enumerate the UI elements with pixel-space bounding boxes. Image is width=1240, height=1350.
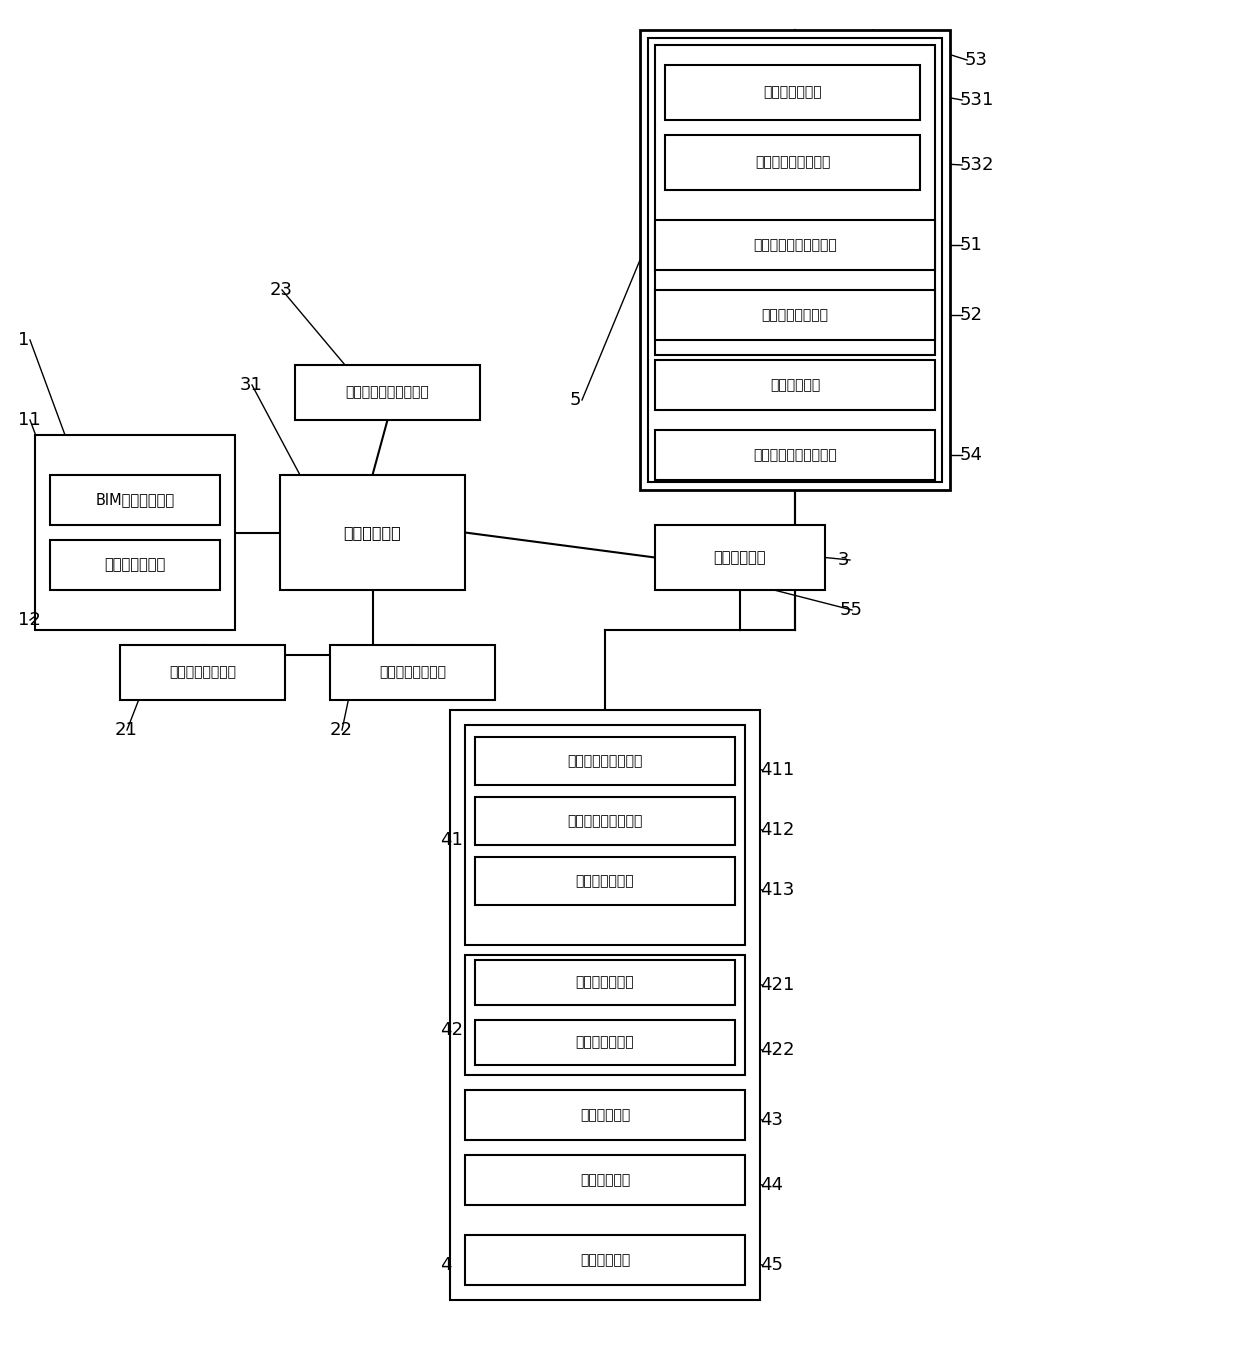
- Text: 412: 412: [760, 821, 795, 838]
- Text: 虚拟场景子模块: 虚拟场景子模块: [763, 85, 822, 100]
- Text: 拼装信息显示模块: 拼装信息显示模块: [761, 308, 828, 323]
- Text: 23: 23: [270, 281, 293, 298]
- Text: 图表生成模块: 图表生成模块: [580, 1253, 630, 1268]
- Bar: [50, 475, 219, 525]
- Bar: [665, 65, 920, 120]
- Bar: [475, 960, 735, 1004]
- Text: 施工安全信息显示模块: 施工安全信息显示模块: [753, 448, 837, 462]
- Text: 拼装仿真模块: 拼装仿真模块: [580, 1108, 630, 1122]
- Bar: [330, 645, 495, 701]
- Text: 误差警示模块: 误差警示模块: [770, 378, 820, 392]
- Bar: [465, 1156, 745, 1206]
- Text: 41: 41: [440, 832, 463, 849]
- Bar: [465, 725, 745, 945]
- Text: 532: 532: [960, 157, 994, 174]
- Bar: [655, 290, 935, 340]
- Text: 虚拟零件生成子模块: 虚拟零件生成子模块: [568, 755, 642, 768]
- Bar: [475, 737, 735, 784]
- Text: 数据库服务器: 数据库服务器: [343, 525, 402, 540]
- Bar: [475, 857, 735, 904]
- Text: 5: 5: [570, 392, 582, 409]
- Bar: [280, 475, 465, 590]
- Text: 零件制作子模块: 零件制作子模块: [575, 1035, 635, 1049]
- Bar: [655, 525, 825, 590]
- Text: 21: 21: [115, 721, 138, 738]
- Text: 板件切割子模块: 板件切割子模块: [575, 976, 635, 990]
- Text: 工艺要求获取模块: 工艺要求获取模块: [169, 666, 236, 679]
- Bar: [475, 796, 735, 845]
- Text: 虚拟拼装操作子模块: 虚拟拼装操作子模块: [755, 155, 831, 170]
- Text: 421: 421: [760, 976, 795, 994]
- Bar: [50, 540, 219, 590]
- Bar: [465, 1235, 745, 1285]
- Text: 55: 55: [839, 601, 863, 620]
- Text: 板件分解子模块: 板件分解子模块: [104, 558, 166, 572]
- Text: 3: 3: [838, 551, 849, 568]
- Text: 材料费用获取模块: 材料费用获取模块: [379, 666, 446, 679]
- Text: BIM模型建立模块: BIM模型建立模块: [95, 493, 175, 508]
- Text: 信息共享平台: 信息共享平台: [714, 549, 766, 566]
- Text: 31: 31: [241, 377, 263, 394]
- Text: 44: 44: [760, 1176, 782, 1193]
- Bar: [295, 364, 480, 420]
- Text: 422: 422: [760, 1041, 795, 1058]
- Bar: [649, 38, 942, 482]
- Text: 排布优化子模块: 排布优化子模块: [575, 873, 635, 888]
- Text: 12: 12: [19, 612, 41, 629]
- Text: 53: 53: [965, 51, 988, 69]
- Text: 误差检查模块: 误差检查模块: [580, 1173, 630, 1187]
- Text: 45: 45: [760, 1256, 782, 1274]
- Bar: [655, 431, 935, 481]
- Text: 531: 531: [960, 90, 994, 109]
- Bar: [35, 435, 236, 630]
- Bar: [465, 1089, 745, 1139]
- Text: 22: 22: [330, 721, 353, 738]
- Text: 411: 411: [760, 761, 795, 779]
- Text: 413: 413: [760, 882, 795, 899]
- Bar: [465, 954, 745, 1075]
- Bar: [655, 220, 935, 270]
- Bar: [655, 45, 935, 355]
- Text: 54: 54: [960, 446, 983, 464]
- Bar: [450, 710, 760, 1300]
- Text: 11: 11: [19, 410, 41, 429]
- Bar: [655, 360, 935, 410]
- Text: 43: 43: [760, 1111, 782, 1129]
- Text: 加工工艺信息显示模块: 加工工艺信息显示模块: [753, 238, 837, 252]
- Text: 52: 52: [960, 306, 983, 324]
- Bar: [665, 135, 920, 190]
- Text: 施工安全信息获取模块: 施工安全信息获取模块: [346, 386, 429, 400]
- Bar: [640, 30, 950, 490]
- Text: 42: 42: [440, 1021, 463, 1040]
- Bar: [120, 645, 285, 701]
- Text: 加工工艺导入子模块: 加工工艺导入子模块: [568, 814, 642, 828]
- Text: 51: 51: [960, 236, 983, 254]
- Text: 1: 1: [19, 331, 30, 350]
- Text: 4: 4: [440, 1256, 451, 1274]
- Bar: [475, 1021, 735, 1065]
